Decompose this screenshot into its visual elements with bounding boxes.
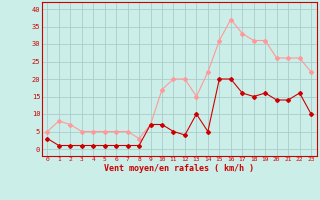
X-axis label: Vent moyen/en rafales ( km/h ): Vent moyen/en rafales ( km/h ) bbox=[104, 164, 254, 173]
